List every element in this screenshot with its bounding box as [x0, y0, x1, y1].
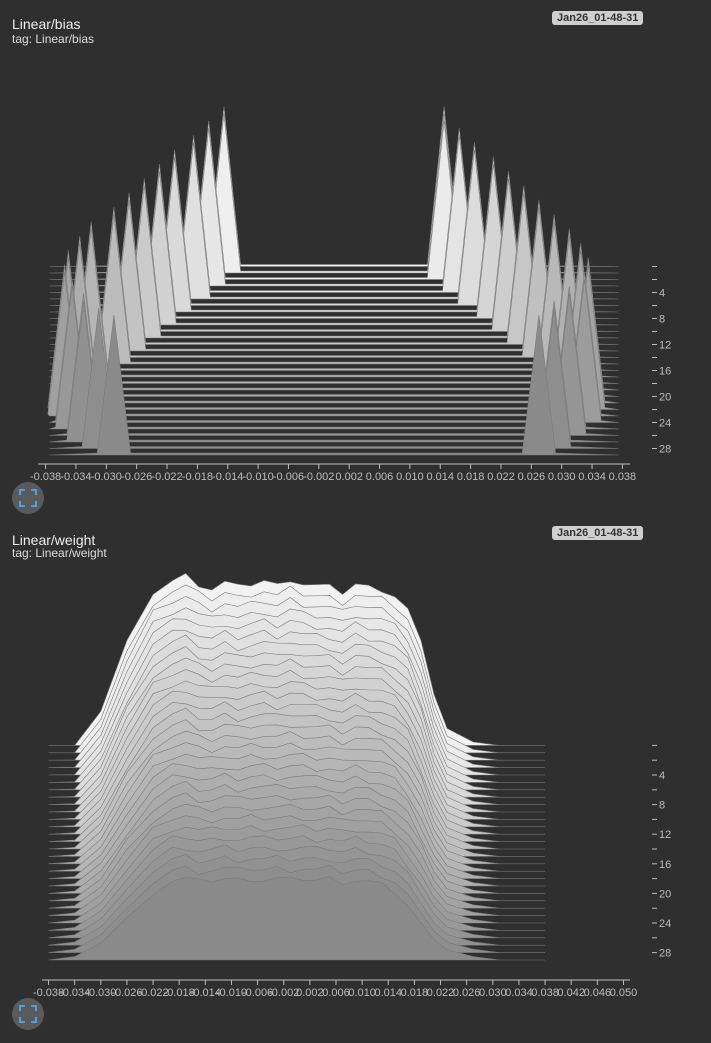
panel-tag: tag: Linear/bias — [12, 32, 95, 46]
x-tick-label: 0.006 — [366, 471, 394, 483]
x-tick-label: 0.026 — [453, 987, 481, 999]
x-tick-label: 0.018 — [401, 987, 429, 999]
x-tick-label: -0.006 — [273, 471, 304, 483]
x-tick-label: -0.010 — [243, 471, 274, 483]
histogram-card-weight: Linear/weight tag: Linear/weight Jan26_0… — [0, 520, 711, 1043]
x-tick-label: 0.026 — [518, 471, 546, 483]
histogram-card-bias: Linear/bias tag: Linear/bias Jan26_01-48… — [0, 0, 711, 520]
x-tick-label: -0.034 — [59, 987, 90, 999]
x-tick-label: -0.006 — [242, 987, 273, 999]
panel-tag: tag: Linear/weight — [12, 546, 107, 560]
x-tick-label: -0.030 — [91, 471, 122, 483]
x-tick-label: 0.030 — [548, 471, 576, 483]
step-tick-label: 8 — [659, 800, 665, 812]
x-tick-label: 0.046 — [584, 987, 612, 999]
x-tick-label: -0.030 — [85, 987, 116, 999]
run-badge: Jan26_01-48-31 — [552, 526, 644, 540]
x-tick-label: 0.002 — [335, 471, 363, 483]
expand-icon — [19, 1005, 37, 1023]
x-tick-label: 0.034 — [505, 987, 533, 999]
x-tick-label: -0.038 — [30, 471, 61, 483]
panel-title: Linear/bias — [12, 16, 81, 32]
step-tick-label: 16 — [659, 366, 671, 378]
step-tick-label: 28 — [659, 948, 671, 960]
x-tick-label: 0.014 — [426, 471, 454, 483]
x-tick-label: 0.002 — [296, 987, 324, 999]
x-tick-label: -0.002 — [303, 471, 334, 483]
x-tick-label: 0.030 — [479, 987, 507, 999]
x-tick-label: -0.014 — [212, 471, 243, 483]
x-tick-label: -0.010 — [216, 987, 247, 999]
x-tick-label: -0.002 — [268, 987, 299, 999]
x-tick-label: 0.014 — [375, 987, 403, 999]
step-tick-label: 12 — [659, 829, 671, 841]
x-tick-label: -0.026 — [121, 471, 152, 483]
x-tick-label: 0.022 — [427, 987, 455, 999]
run-badge: Jan26_01-48-31 — [552, 11, 644, 25]
x-tick-label: 0.018 — [457, 471, 485, 483]
panel-title: Linear/weight — [12, 532, 96, 548]
x-tick-label: 0.042 — [557, 987, 585, 999]
step-tick-label: 20 — [659, 888, 671, 900]
x-tick-label: 0.034 — [578, 471, 606, 483]
x-tick-label: 0.010 — [396, 471, 424, 483]
step-tick-label: 4 — [659, 288, 665, 300]
expand-button[interactable] — [12, 998, 44, 1030]
x-tick-label: -0.022 — [151, 471, 182, 483]
step-tick-label: 12 — [659, 340, 671, 352]
x-tick-label: 0.022 — [487, 471, 515, 483]
x-tick-label: -0.018 — [164, 987, 195, 999]
step-tick-label: 16 — [659, 859, 671, 871]
histogram-chart-weight: 481216202428-0.038-0.034-0.030-0.026-0.0… — [33, 572, 671, 999]
x-tick-label: 0.006 — [322, 987, 350, 999]
x-tick-label: 0.010 — [348, 987, 376, 999]
x-tick-label: -0.034 — [60, 471, 91, 483]
expand-icon — [19, 489, 37, 507]
histogram-step-29 — [49, 314, 619, 456]
x-tick-label: -0.014 — [190, 987, 221, 999]
x-tick-label: -0.038 — [33, 987, 64, 999]
histogram-step-29 — [48, 876, 546, 961]
expand-button[interactable] — [12, 482, 44, 514]
x-tick-label: -0.026 — [111, 987, 142, 999]
x-tick-label: -0.018 — [182, 471, 213, 483]
step-tick-label: 28 — [659, 444, 671, 456]
step-tick-label: 20 — [659, 392, 671, 404]
step-tick-label: 24 — [659, 918, 671, 930]
x-tick-label: 0.050 — [610, 987, 638, 999]
step-tick-label: 24 — [659, 418, 671, 430]
x-tick-label: -0.022 — [137, 987, 168, 999]
step-tick-label: 8 — [659, 314, 665, 326]
x-tick-label: 0.038 — [531, 987, 559, 999]
step-tick-label: 4 — [659, 770, 665, 782]
x-tick-label: 0.038 — [609, 471, 637, 483]
